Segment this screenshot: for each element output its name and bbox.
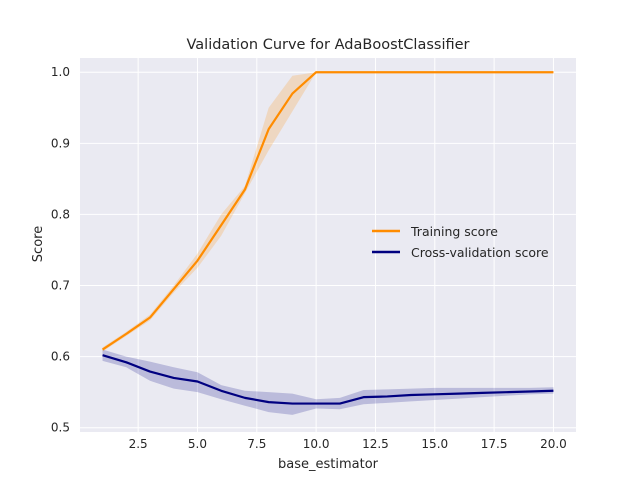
plot-area — [80, 58, 576, 432]
x-tick-label: 5.0 — [188, 437, 207, 451]
x-tick-label: 15.0 — [421, 437, 448, 451]
x-tick-label: 17.5 — [481, 437, 508, 451]
legend-label-cross-validation: Cross-validation score — [411, 245, 549, 260]
x-tick-labels: 2.5 5.0 7.5 10.0 12.5 15.0 17.5 20.0 — [129, 437, 567, 451]
y-tick-label: 0.6 — [51, 350, 70, 364]
cross-validation-score-band — [102, 349, 554, 415]
y-tick-label: 0.5 — [51, 421, 70, 435]
y-tick-label: 0.7 — [51, 279, 70, 293]
x-tick-label: 2.5 — [129, 437, 148, 451]
x-tick-label: 7.5 — [247, 437, 266, 451]
confidence-bands — [102, 72, 554, 415]
x-axis-label: base_estimator — [278, 457, 379, 472]
y-tick-label: 0.9 — [51, 136, 70, 150]
x-tick-label: 12.5 — [362, 437, 389, 451]
y-axis-label: Score — [31, 226, 46, 262]
chart-title: Validation Curve for AdaBoostClassifier — [186, 37, 469, 53]
training-score-line — [101, 71, 554, 351]
y-tick-labels: 0.5 0.6 0.7 0.8 0.9 1.0 — [51, 65, 70, 435]
legend-label-training: Training score — [410, 224, 498, 239]
x-tick-label: 20.0 — [540, 437, 567, 451]
legend: Training score Cross-validation score — [372, 224, 549, 260]
y-tick-label: 0.8 — [51, 207, 70, 221]
series-lines — [101, 71, 554, 405]
x-tick-label: 10.0 — [303, 437, 330, 451]
cross-validation-score-line — [102, 354, 554, 405]
grid-lines — [80, 58, 576, 432]
y-tick-label: 1.0 — [51, 65, 70, 79]
